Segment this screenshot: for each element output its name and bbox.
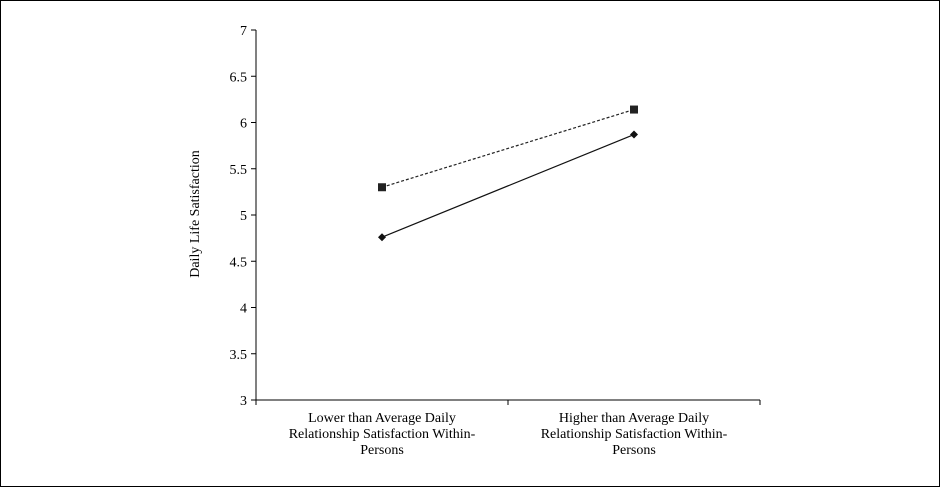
y-axis-ticks: 3 3.5 4 4.5 5 5.5 6 6.5 7 (230, 24, 256, 409)
y-tick-label: 4 (240, 302, 247, 317)
x-tick-label: Lower than Average Daily Relationship Sat… (289, 411, 476, 458)
y-tick-label: 5.5 (230, 163, 248, 178)
x-axis-ticks: Lower than Average Daily Relationship Sat… (255, 400, 761, 458)
y-tick-label: 3 (240, 394, 247, 409)
y-tick-label: 5 (240, 209, 247, 224)
y-tick-label: 3.5 (230, 348, 248, 363)
series-layer (378, 105, 638, 242)
data-point-diamond (630, 130, 638, 139)
x-tick-label-line: Persons (360, 443, 404, 458)
x-tick-label-line: Lower than Average Daily (308, 411, 456, 426)
data-point-diamond (378, 233, 386, 242)
x-tick-label-line: Persons (612, 443, 656, 458)
x-tick-label-line: Relationship Satisfaction Within- (541, 427, 728, 442)
data-point-square (378, 183, 386, 192)
series-line-2 (381, 133, 635, 238)
y-tick-label: 7 (240, 24, 247, 39)
y-tick-label: 6.5 (230, 70, 248, 85)
y-axis-title: Daily Life Satisfaction (188, 150, 203, 278)
data-point-square (630, 105, 638, 114)
x-tick-label-line: Relationship Satisfaction Within- (289, 427, 476, 442)
y-tick-label: 4.5 (230, 255, 248, 270)
y-tick-label: 6 (240, 117, 247, 132)
series-line-1 (381, 108, 635, 188)
x-tick-label: Higher than Average Daily Relationship Sa… (541, 411, 728, 458)
x-tick-label-line: Higher than Average Daily (559, 411, 709, 426)
